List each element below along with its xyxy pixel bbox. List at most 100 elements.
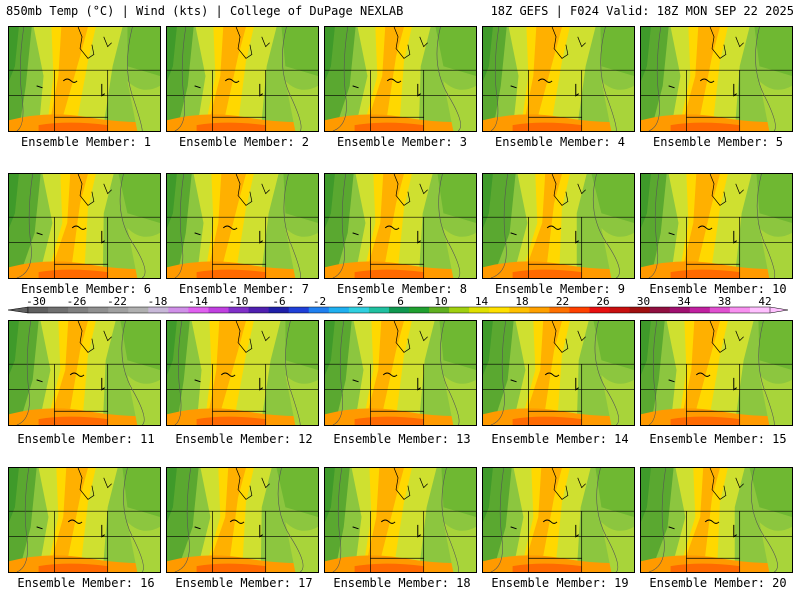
colorbar-tick-label: 38 (718, 296, 731, 308)
colorbar-tick-label: 42 (758, 296, 771, 308)
colorbar-swatch (28, 307, 49, 313)
colorbar-tick-label: -2 (313, 296, 326, 308)
ensemble-panel: Ensemble Member: 1 (6, 26, 162, 174)
ensemble-panel: Ensemble Member: 19 (480, 467, 636, 615)
temperature-map (482, 320, 635, 426)
colorbar-swatch (48, 307, 69, 313)
temperature-map (324, 26, 477, 132)
colorbar-graphic: -30 -26 -22 -18 -14 -10 -6 -2 2 6 10 14 18 22 26 30 34 38… (7, 296, 789, 314)
colorbar-tick-label: 18 (515, 296, 528, 308)
colorbar-swatch (589, 307, 611, 313)
ensemble-panel: Ensemble Member: 14 (480, 320, 636, 468)
temperature-map (324, 173, 477, 279)
colorbar-swatch (388, 307, 410, 313)
colorbar-swatch (68, 307, 89, 313)
colorbar-swatch (108, 307, 129, 313)
colorbar-swatch (749, 307, 771, 313)
temperature-map (324, 467, 477, 573)
ensemble-panel: Ensemble Member: 7 (164, 173, 320, 321)
colorbar-tick-label: -6 (272, 296, 285, 308)
temperature-map (640, 173, 793, 279)
colorbar-tick-label: 2 (357, 296, 364, 308)
panel-caption: Ensemble Member: 7 (178, 282, 310, 296)
colorbar-tick-label: -14 (188, 296, 208, 308)
colorbar-swatch (328, 307, 350, 313)
colorbar-tick-label: 30 (637, 296, 650, 308)
colorbar-swatch (449, 307, 470, 313)
colorbar-swatch (689, 307, 711, 313)
colorbar-swatch (429, 307, 450, 313)
colorbar-swatch (629, 307, 651, 313)
temperature-map (166, 467, 319, 573)
colorbar-tick-label: 14 (475, 296, 489, 308)
panel-caption: Ensemble Member: 17 (175, 576, 313, 590)
temperature-map (166, 26, 319, 132)
ensemble-panel: Ensemble Member: 11 (6, 320, 162, 468)
ensemble-panel: Ensemble Member: 12 (164, 320, 320, 468)
ensemble-panel: Ensemble Member: 9 (480, 173, 636, 321)
colorbar-tick-label: 26 (596, 296, 609, 308)
ensemble-panel: Ensemble Member: 3 (322, 26, 478, 174)
colorbar-swatch (88, 307, 109, 313)
temperature-map (482, 173, 635, 279)
colorbar-swatch (268, 307, 290, 313)
colorbar-swatch (308, 307, 330, 313)
panel-caption: Ensemble Member: 10 (649, 282, 787, 296)
panel-caption: Ensemble Member: 15 (649, 432, 787, 446)
ensemble-panel: Ensemble Member: 13 (322, 320, 478, 468)
panel-caption: Ensemble Member: 19 (491, 576, 629, 590)
panel-caption: Ensemble Member: 14 (491, 432, 629, 446)
temperature-map (324, 320, 477, 426)
colorbar-swatch (409, 307, 430, 313)
colorbar-swatch (168, 307, 189, 313)
temperature-map (482, 26, 635, 132)
temperature-map (640, 26, 793, 132)
panel-caption: Ensemble Member: 12 (175, 432, 313, 446)
panel-caption: Ensemble Member: 8 (336, 282, 468, 296)
temperature-colorbar: -30 -26 -22 -18 -14 -10 -6 -2 2 6 10 14 18 22 26 30 34 38… (0, 296, 800, 322)
colorbar-swatch (288, 307, 310, 313)
ensemble-panel: Ensemble Member: 17 (164, 467, 320, 615)
colorbar-swatch (208, 307, 230, 313)
ensemble-panel: Ensemble Member: 6 (6, 173, 162, 321)
panel-caption: Ensemble Member: 9 (494, 282, 626, 296)
model-run-info: 18Z GEFS | F024 Valid: 18Z MON SEP 22 20… (490, 4, 794, 18)
ensemble-panel: Ensemble Member: 5 (638, 26, 794, 174)
colorbar-swatch (228, 307, 250, 313)
colorbar-tick-label: 6 (397, 296, 404, 308)
colorbar-swatch (489, 307, 510, 313)
ensemble-panel: Ensemble Member: 2 (164, 26, 320, 174)
panel-caption: Ensemble Member: 20 (649, 576, 787, 590)
ensemble-panel: Ensemble Member: 18 (322, 467, 478, 615)
panel-caption: Ensemble Member: 13 (333, 432, 471, 446)
ensemble-panel: Ensemble Member: 10 (638, 173, 794, 321)
colorbar-swatch (188, 307, 209, 313)
colorbar-swatch (609, 307, 631, 313)
ensemble-panel: Ensemble Member: 8 (322, 173, 478, 321)
temperature-map (482, 467, 635, 573)
temperature-map (640, 467, 793, 573)
colorbar-swatch (529, 307, 550, 313)
colorbar-swatch (509, 307, 530, 313)
colorbar-swatch (469, 307, 490, 313)
colorbar-swatch (669, 307, 691, 313)
panel-caption: Ensemble Member: 4 (494, 135, 626, 149)
colorbar-swatch (128, 307, 149, 313)
temperature-map (8, 467, 161, 573)
temperature-map (166, 173, 319, 279)
colorbar-swatch (348, 307, 370, 313)
colorbar-swatch (649, 307, 671, 313)
colorbar-swatch (148, 307, 169, 313)
ensemble-panel: Ensemble Member: 15 (638, 320, 794, 468)
colorbar-swatch (709, 307, 731, 313)
colorbar-tick-label: -22 (107, 296, 127, 308)
panel-caption: Ensemble Member: 3 (336, 135, 468, 149)
colorbar-tick-label: -26 (67, 296, 87, 308)
panel-caption: Ensemble Member: 1 (20, 135, 152, 149)
colorbar-swatch (729, 307, 751, 313)
colorbar-swatch (549, 307, 570, 313)
colorbar-swatch (368, 307, 390, 313)
colorbar-tick-label: -18 (148, 296, 168, 308)
panel-caption: Ensemble Member: 6 (20, 282, 152, 296)
temperature-map (8, 173, 161, 279)
